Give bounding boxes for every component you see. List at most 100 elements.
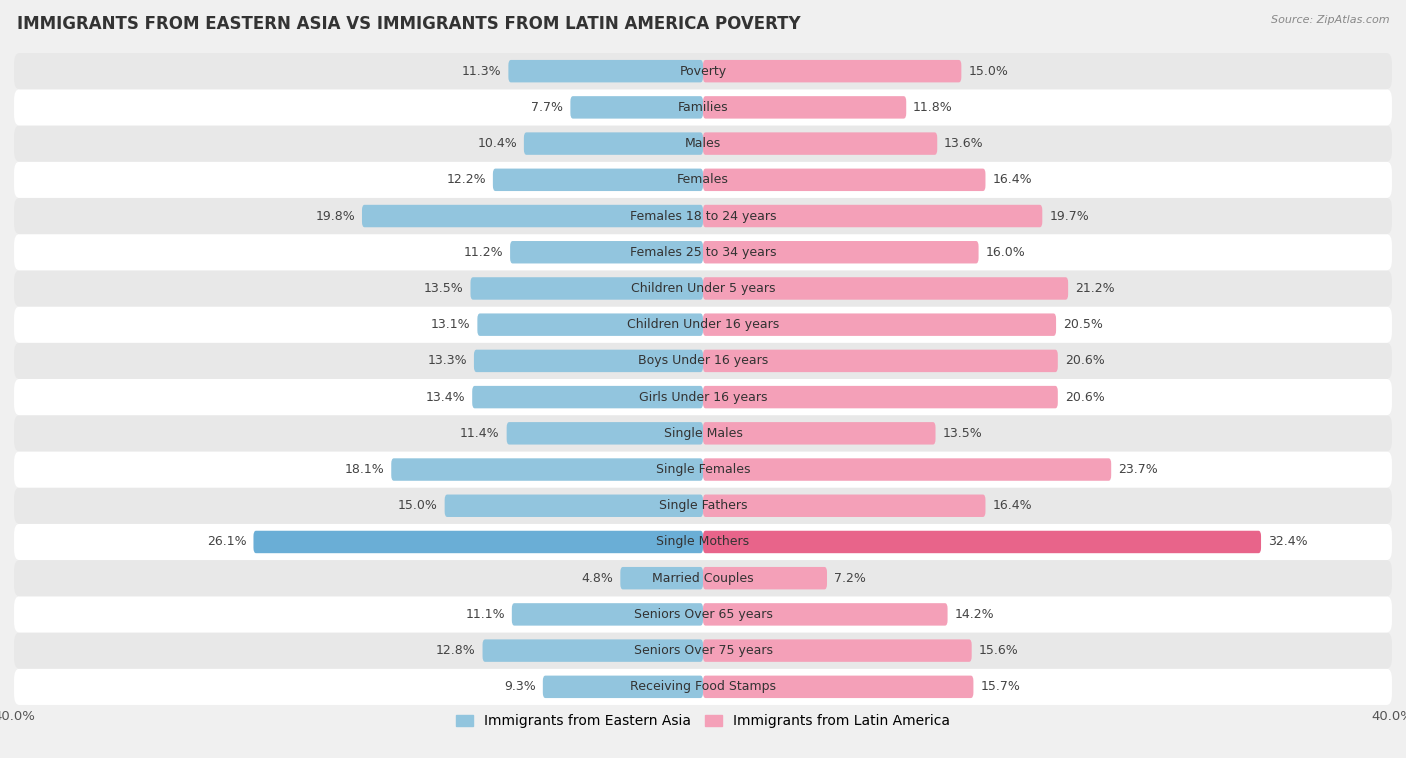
Text: Females: Females <box>678 174 728 186</box>
Text: 11.1%: 11.1% <box>465 608 505 621</box>
Legend: Immigrants from Eastern Asia, Immigrants from Latin America: Immigrants from Eastern Asia, Immigrants… <box>451 709 955 734</box>
FancyBboxPatch shape <box>482 640 703 662</box>
FancyBboxPatch shape <box>620 567 703 590</box>
FancyBboxPatch shape <box>472 386 703 409</box>
Text: Seniors Over 65 years: Seniors Over 65 years <box>634 608 772 621</box>
Text: 32.4%: 32.4% <box>1268 535 1308 549</box>
FancyBboxPatch shape <box>14 560 1392 597</box>
FancyBboxPatch shape <box>14 271 1392 306</box>
FancyBboxPatch shape <box>494 168 703 191</box>
Text: 12.2%: 12.2% <box>446 174 486 186</box>
Text: 20.6%: 20.6% <box>1064 355 1105 368</box>
Text: 15.7%: 15.7% <box>980 681 1021 694</box>
Text: 10.4%: 10.4% <box>477 137 517 150</box>
FancyBboxPatch shape <box>506 422 703 444</box>
Text: Children Under 16 years: Children Under 16 years <box>627 318 779 331</box>
Text: Receiving Food Stamps: Receiving Food Stamps <box>630 681 776 694</box>
FancyBboxPatch shape <box>703 567 827 590</box>
Text: 16.0%: 16.0% <box>986 246 1025 258</box>
FancyBboxPatch shape <box>14 379 1392 415</box>
FancyBboxPatch shape <box>703 133 938 155</box>
Text: 19.7%: 19.7% <box>1049 209 1088 223</box>
FancyBboxPatch shape <box>512 603 703 625</box>
Text: 11.4%: 11.4% <box>460 427 499 440</box>
Text: 13.5%: 13.5% <box>942 427 983 440</box>
FancyBboxPatch shape <box>14 53 1392 89</box>
FancyBboxPatch shape <box>703 277 1069 299</box>
FancyBboxPatch shape <box>14 306 1392 343</box>
FancyBboxPatch shape <box>703 494 986 517</box>
Text: 13.4%: 13.4% <box>426 390 465 403</box>
FancyBboxPatch shape <box>703 531 1261 553</box>
Text: 15.6%: 15.6% <box>979 644 1018 657</box>
FancyBboxPatch shape <box>14 126 1392 161</box>
Text: Girls Under 16 years: Girls Under 16 years <box>638 390 768 403</box>
Text: 4.8%: 4.8% <box>582 572 613 584</box>
FancyBboxPatch shape <box>703 241 979 264</box>
Text: IMMIGRANTS FROM EASTERN ASIA VS IMMIGRANTS FROM LATIN AMERICA POVERTY: IMMIGRANTS FROM EASTERN ASIA VS IMMIGRAN… <box>17 15 800 33</box>
Text: 14.2%: 14.2% <box>955 608 994 621</box>
FancyBboxPatch shape <box>14 487 1392 524</box>
FancyBboxPatch shape <box>478 314 703 336</box>
Text: 20.6%: 20.6% <box>1064 390 1105 403</box>
FancyBboxPatch shape <box>14 343 1392 379</box>
Text: 11.8%: 11.8% <box>912 101 953 114</box>
Text: Married Couples: Married Couples <box>652 572 754 584</box>
FancyBboxPatch shape <box>510 241 703 264</box>
FancyBboxPatch shape <box>14 161 1392 198</box>
Text: 7.2%: 7.2% <box>834 572 866 584</box>
FancyBboxPatch shape <box>703 168 986 191</box>
Text: 20.5%: 20.5% <box>1063 318 1102 331</box>
FancyBboxPatch shape <box>703 96 907 118</box>
Text: Females 18 to 24 years: Females 18 to 24 years <box>630 209 776 223</box>
FancyBboxPatch shape <box>703 314 1056 336</box>
Text: 13.1%: 13.1% <box>430 318 471 331</box>
FancyBboxPatch shape <box>14 452 1392 487</box>
FancyBboxPatch shape <box>509 60 703 83</box>
Text: 13.3%: 13.3% <box>427 355 467 368</box>
FancyBboxPatch shape <box>14 669 1392 705</box>
FancyBboxPatch shape <box>703 459 1111 481</box>
Text: 11.3%: 11.3% <box>461 64 502 77</box>
Text: Single Fathers: Single Fathers <box>659 500 747 512</box>
Text: 18.1%: 18.1% <box>344 463 384 476</box>
Text: 11.2%: 11.2% <box>464 246 503 258</box>
FancyBboxPatch shape <box>14 234 1392 271</box>
Text: Single Males: Single Males <box>664 427 742 440</box>
Text: Poverty: Poverty <box>679 64 727 77</box>
FancyBboxPatch shape <box>571 96 703 118</box>
Text: 15.0%: 15.0% <box>969 64 1008 77</box>
FancyBboxPatch shape <box>703 386 1057 409</box>
FancyBboxPatch shape <box>14 524 1392 560</box>
Text: 13.5%: 13.5% <box>423 282 464 295</box>
FancyBboxPatch shape <box>703 422 935 444</box>
Text: Males: Males <box>685 137 721 150</box>
Text: 12.8%: 12.8% <box>436 644 475 657</box>
FancyBboxPatch shape <box>14 198 1392 234</box>
Text: 7.7%: 7.7% <box>531 101 564 114</box>
Text: Single Females: Single Females <box>655 463 751 476</box>
Text: Families: Families <box>678 101 728 114</box>
FancyBboxPatch shape <box>703 205 1042 227</box>
Text: 19.8%: 19.8% <box>315 209 356 223</box>
Text: Boys Under 16 years: Boys Under 16 years <box>638 355 768 368</box>
FancyBboxPatch shape <box>703 60 962 83</box>
FancyBboxPatch shape <box>14 597 1392 632</box>
Text: 23.7%: 23.7% <box>1118 463 1157 476</box>
FancyBboxPatch shape <box>14 89 1392 126</box>
FancyBboxPatch shape <box>474 349 703 372</box>
FancyBboxPatch shape <box>253 531 703 553</box>
Text: 16.4%: 16.4% <box>993 174 1032 186</box>
FancyBboxPatch shape <box>524 133 703 155</box>
Text: 13.6%: 13.6% <box>945 137 984 150</box>
FancyBboxPatch shape <box>703 640 972 662</box>
Text: 9.3%: 9.3% <box>505 681 536 694</box>
FancyBboxPatch shape <box>361 205 703 227</box>
FancyBboxPatch shape <box>444 494 703 517</box>
Text: 21.2%: 21.2% <box>1076 282 1115 295</box>
FancyBboxPatch shape <box>391 459 703 481</box>
Text: Single Mothers: Single Mothers <box>657 535 749 549</box>
FancyBboxPatch shape <box>14 415 1392 452</box>
Text: 15.0%: 15.0% <box>398 500 437 512</box>
Text: Source: ZipAtlas.com: Source: ZipAtlas.com <box>1271 15 1389 25</box>
